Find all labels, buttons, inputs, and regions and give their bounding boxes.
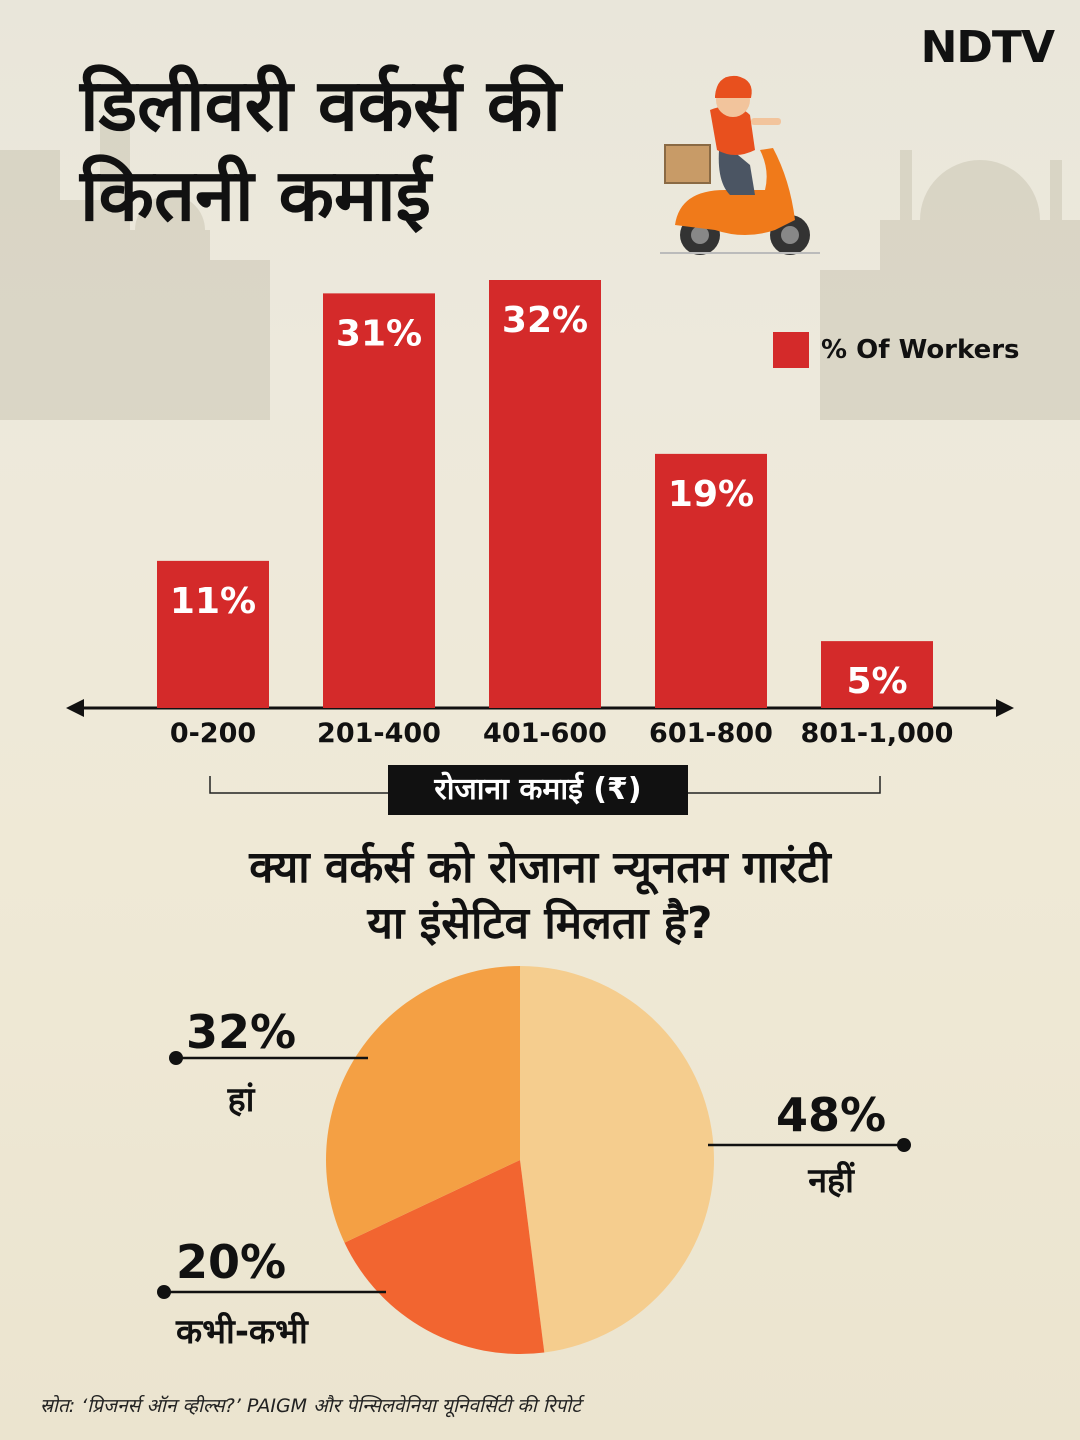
pie-label-yes-value: 32% bbox=[186, 1005, 297, 1059]
bar-value-label-3: 19% bbox=[668, 474, 754, 515]
source-note: स्रोत: ‘प्रिजनर्स ऑन व्हील्स?’ PAIGM और … bbox=[40, 1395, 581, 1417]
legend-swatch bbox=[773, 332, 809, 368]
bar-value-label-0: 11% bbox=[170, 581, 256, 622]
x-axis-right-arrow-icon bbox=[996, 699, 1014, 717]
x-tick-label-0: 0-200 bbox=[170, 718, 256, 749]
pie-chart bbox=[157, 966, 911, 1354]
pie-label-no-value: 48% bbox=[776, 1088, 887, 1142]
pie-label-sometimes-value: 20% bbox=[176, 1235, 287, 1289]
x-tick-label-1: 201-400 bbox=[317, 718, 441, 749]
bar-4 bbox=[821, 641, 933, 708]
pie-label-yes-category: हां bbox=[227, 1080, 255, 1120]
rider-underline bbox=[660, 252, 820, 254]
pie-label-sometimes-category: कभी-कभी bbox=[176, 1312, 308, 1352]
pie-chart-title: क्या वर्कर्स को रोजाना न्यूनतम गारंटी या… bbox=[100, 840, 980, 952]
ndtv-logo: NDTV bbox=[920, 22, 1055, 73]
title-line-1: डिलीवरी वर्कर्स की bbox=[80, 63, 561, 147]
delivery-rider-scooter-icon bbox=[664, 75, 810, 255]
pie-label-yes: 32% हां bbox=[186, 1005, 296, 1121]
bar-3 bbox=[655, 453, 767, 708]
bar-0 bbox=[157, 560, 269, 708]
x-axis-left-arrow-icon bbox=[66, 699, 84, 717]
leader-dot-no bbox=[897, 1138, 911, 1152]
bar-2 bbox=[489, 280, 601, 708]
x-axis-title: रोजाना कमाई (₹) bbox=[388, 765, 688, 815]
bar-value-label-2: 32% bbox=[502, 300, 588, 341]
pie-slice-2 bbox=[325, 966, 520, 1243]
pie-label-no: 48% नहीं bbox=[776, 1088, 886, 1202]
legend-label: % Of Workers bbox=[821, 335, 1020, 365]
x-tick-label-3: 601-800 bbox=[649, 718, 773, 749]
bar-value-label-1: 31% bbox=[336, 313, 422, 354]
pie-slice-1 bbox=[344, 1160, 545, 1354]
pie-label-sometimes: 20% कभी-कभी bbox=[176, 1235, 308, 1353]
leader-dot-sometimes bbox=[157, 1285, 171, 1299]
pie-slice-0 bbox=[520, 966, 714, 1353]
page-title: डिलीवरी वर्कर्स की कितनी कमाई bbox=[80, 60, 561, 240]
title-line-2: कितनी कमाई bbox=[80, 153, 432, 237]
pie-title-line-1: क्या वर्कर्स को रोजाना न्यूनतम गारंटी bbox=[249, 842, 831, 893]
x-tick-label-2: 401-600 bbox=[483, 718, 607, 749]
bar-1 bbox=[323, 293, 435, 708]
bar-chart: 11% 0-200 31% 201-400 32% 401-600 19% 601-800 5%… bbox=[66, 280, 1014, 794]
leader-dot-yes bbox=[169, 1051, 183, 1065]
bar-value-label-4: 5% bbox=[846, 661, 907, 702]
bar-chart-legend: % Of Workers bbox=[773, 332, 1020, 368]
x-tick-label-4: 801-1,000 bbox=[801, 718, 954, 749]
pie-label-no-category: नहीं bbox=[808, 1161, 854, 1201]
pie-title-line-2: या इंसेटिव मिलता है? bbox=[367, 898, 713, 949]
background-skyline bbox=[0, 120, 1080, 420]
